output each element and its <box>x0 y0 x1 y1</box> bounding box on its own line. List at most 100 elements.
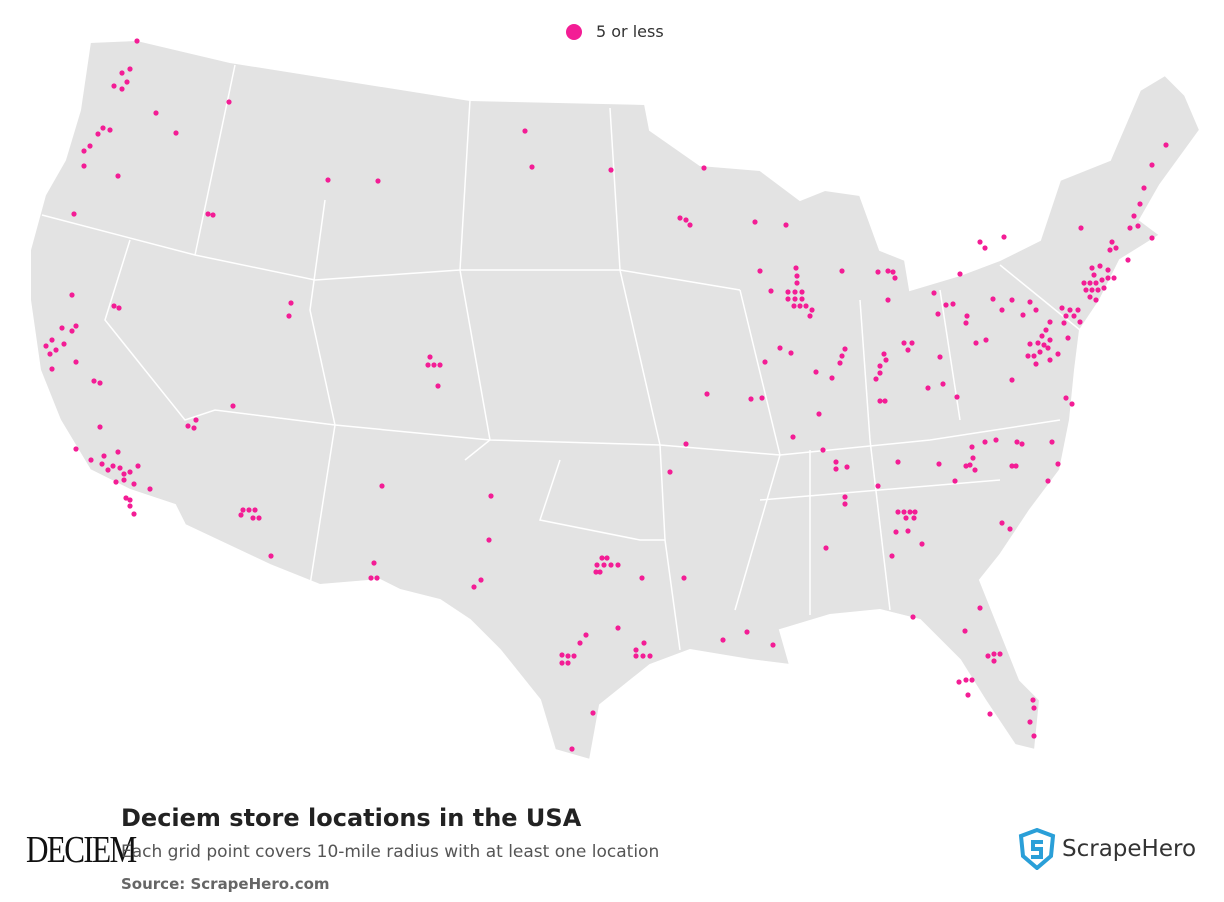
store-dot <box>111 83 117 89</box>
store-dot <box>1125 257 1131 263</box>
store-dot <box>813 369 819 375</box>
store-dot <box>95 131 101 137</box>
store-dot <box>833 459 839 465</box>
store-dot <box>893 529 899 535</box>
store-dot <box>641 640 647 646</box>
store-dot <box>839 353 845 359</box>
store-dot <box>1127 225 1133 231</box>
store-dot <box>633 647 639 653</box>
store-dot <box>127 497 133 503</box>
store-dot <box>911 515 917 521</box>
store-dot <box>1033 361 1039 367</box>
store-dot <box>793 265 799 271</box>
store-dot <box>982 245 988 251</box>
store-dot <box>256 515 262 521</box>
store-dot <box>1001 234 1007 240</box>
store-dot <box>799 289 805 295</box>
store-dot <box>250 515 256 521</box>
store-dot <box>608 562 614 568</box>
subtitle: Each grid point covers 10-mile radius wi… <box>121 842 660 862</box>
store-dot <box>1055 351 1061 357</box>
store-dot <box>881 351 887 357</box>
store-dot <box>615 625 621 631</box>
store-dot <box>816 411 822 417</box>
store-dot <box>788 350 794 356</box>
store-dot <box>246 507 252 513</box>
store-dot <box>435 383 441 389</box>
store-dot <box>935 311 941 317</box>
store-dot <box>1099 277 1105 283</box>
store-dot <box>1059 305 1065 311</box>
store-dot <box>594 562 600 568</box>
store-dot <box>87 143 93 149</box>
store-dot <box>1137 201 1143 207</box>
store-dot <box>61 341 67 347</box>
store-dot <box>940 381 946 387</box>
store-dot <box>119 70 125 76</box>
store-dot <box>268 553 274 559</box>
store-dot <box>226 99 232 105</box>
store-dot <box>131 481 137 487</box>
store-dot <box>1141 185 1147 191</box>
store-dot <box>593 569 599 575</box>
store-dot <box>1063 313 1069 319</box>
store-dot <box>49 366 55 372</box>
store-dot <box>909 340 915 346</box>
store-dot <box>794 273 800 279</box>
store-dot <box>905 528 911 534</box>
store-dot <box>762 359 768 365</box>
store-dot <box>770 642 776 648</box>
store-dot <box>633 653 639 659</box>
store-dot <box>925 385 931 391</box>
store-dot <box>191 425 197 431</box>
store-dot <box>752 219 758 225</box>
store-dot <box>785 289 791 295</box>
store-dot <box>1113 245 1119 251</box>
store-dot <box>967 462 973 468</box>
store-dot <box>970 455 976 461</box>
store-dot <box>937 354 943 360</box>
store-dot <box>1009 297 1015 303</box>
store-dot <box>113 479 119 485</box>
store-dot <box>987 711 993 717</box>
store-dot <box>1089 265 1095 271</box>
store-dot <box>110 463 116 469</box>
store-dot <box>131 511 137 517</box>
store-dot <box>1083 287 1089 293</box>
store-dot <box>1067 307 1073 313</box>
store-dot <box>907 509 913 515</box>
store-dot <box>1063 395 1069 401</box>
store-dot <box>127 503 133 509</box>
store-dot <box>230 403 236 409</box>
store-dot <box>1019 441 1025 447</box>
store-dot <box>985 653 991 659</box>
store-dot <box>1047 337 1053 343</box>
store-dot <box>100 125 106 131</box>
store-dot <box>875 269 881 275</box>
store-dot <box>115 173 121 179</box>
store-dot <box>379 483 385 489</box>
store-dot <box>791 303 797 309</box>
source: Source: ScrapeHero.com <box>121 875 330 893</box>
us-outline <box>29 38 1202 762</box>
store-dot <box>667 469 673 475</box>
store-dot <box>1031 733 1037 739</box>
store-dot <box>437 362 443 368</box>
store-dot <box>936 461 942 467</box>
store-dot <box>590 710 596 716</box>
store-dot <box>677 215 683 221</box>
store-dot <box>895 509 901 515</box>
store-dot <box>792 296 798 302</box>
store-dot <box>1109 239 1115 245</box>
store-dot <box>877 363 883 369</box>
store-dot <box>1087 280 1093 286</box>
store-dot <box>486 537 492 543</box>
store-dot <box>478 577 484 583</box>
store-dot <box>1007 526 1013 532</box>
store-dot <box>1107 247 1113 253</box>
store-dot <box>873 376 879 382</box>
store-dot <box>999 307 1005 313</box>
store-dot <box>116 305 122 311</box>
store-dot <box>205 211 211 217</box>
